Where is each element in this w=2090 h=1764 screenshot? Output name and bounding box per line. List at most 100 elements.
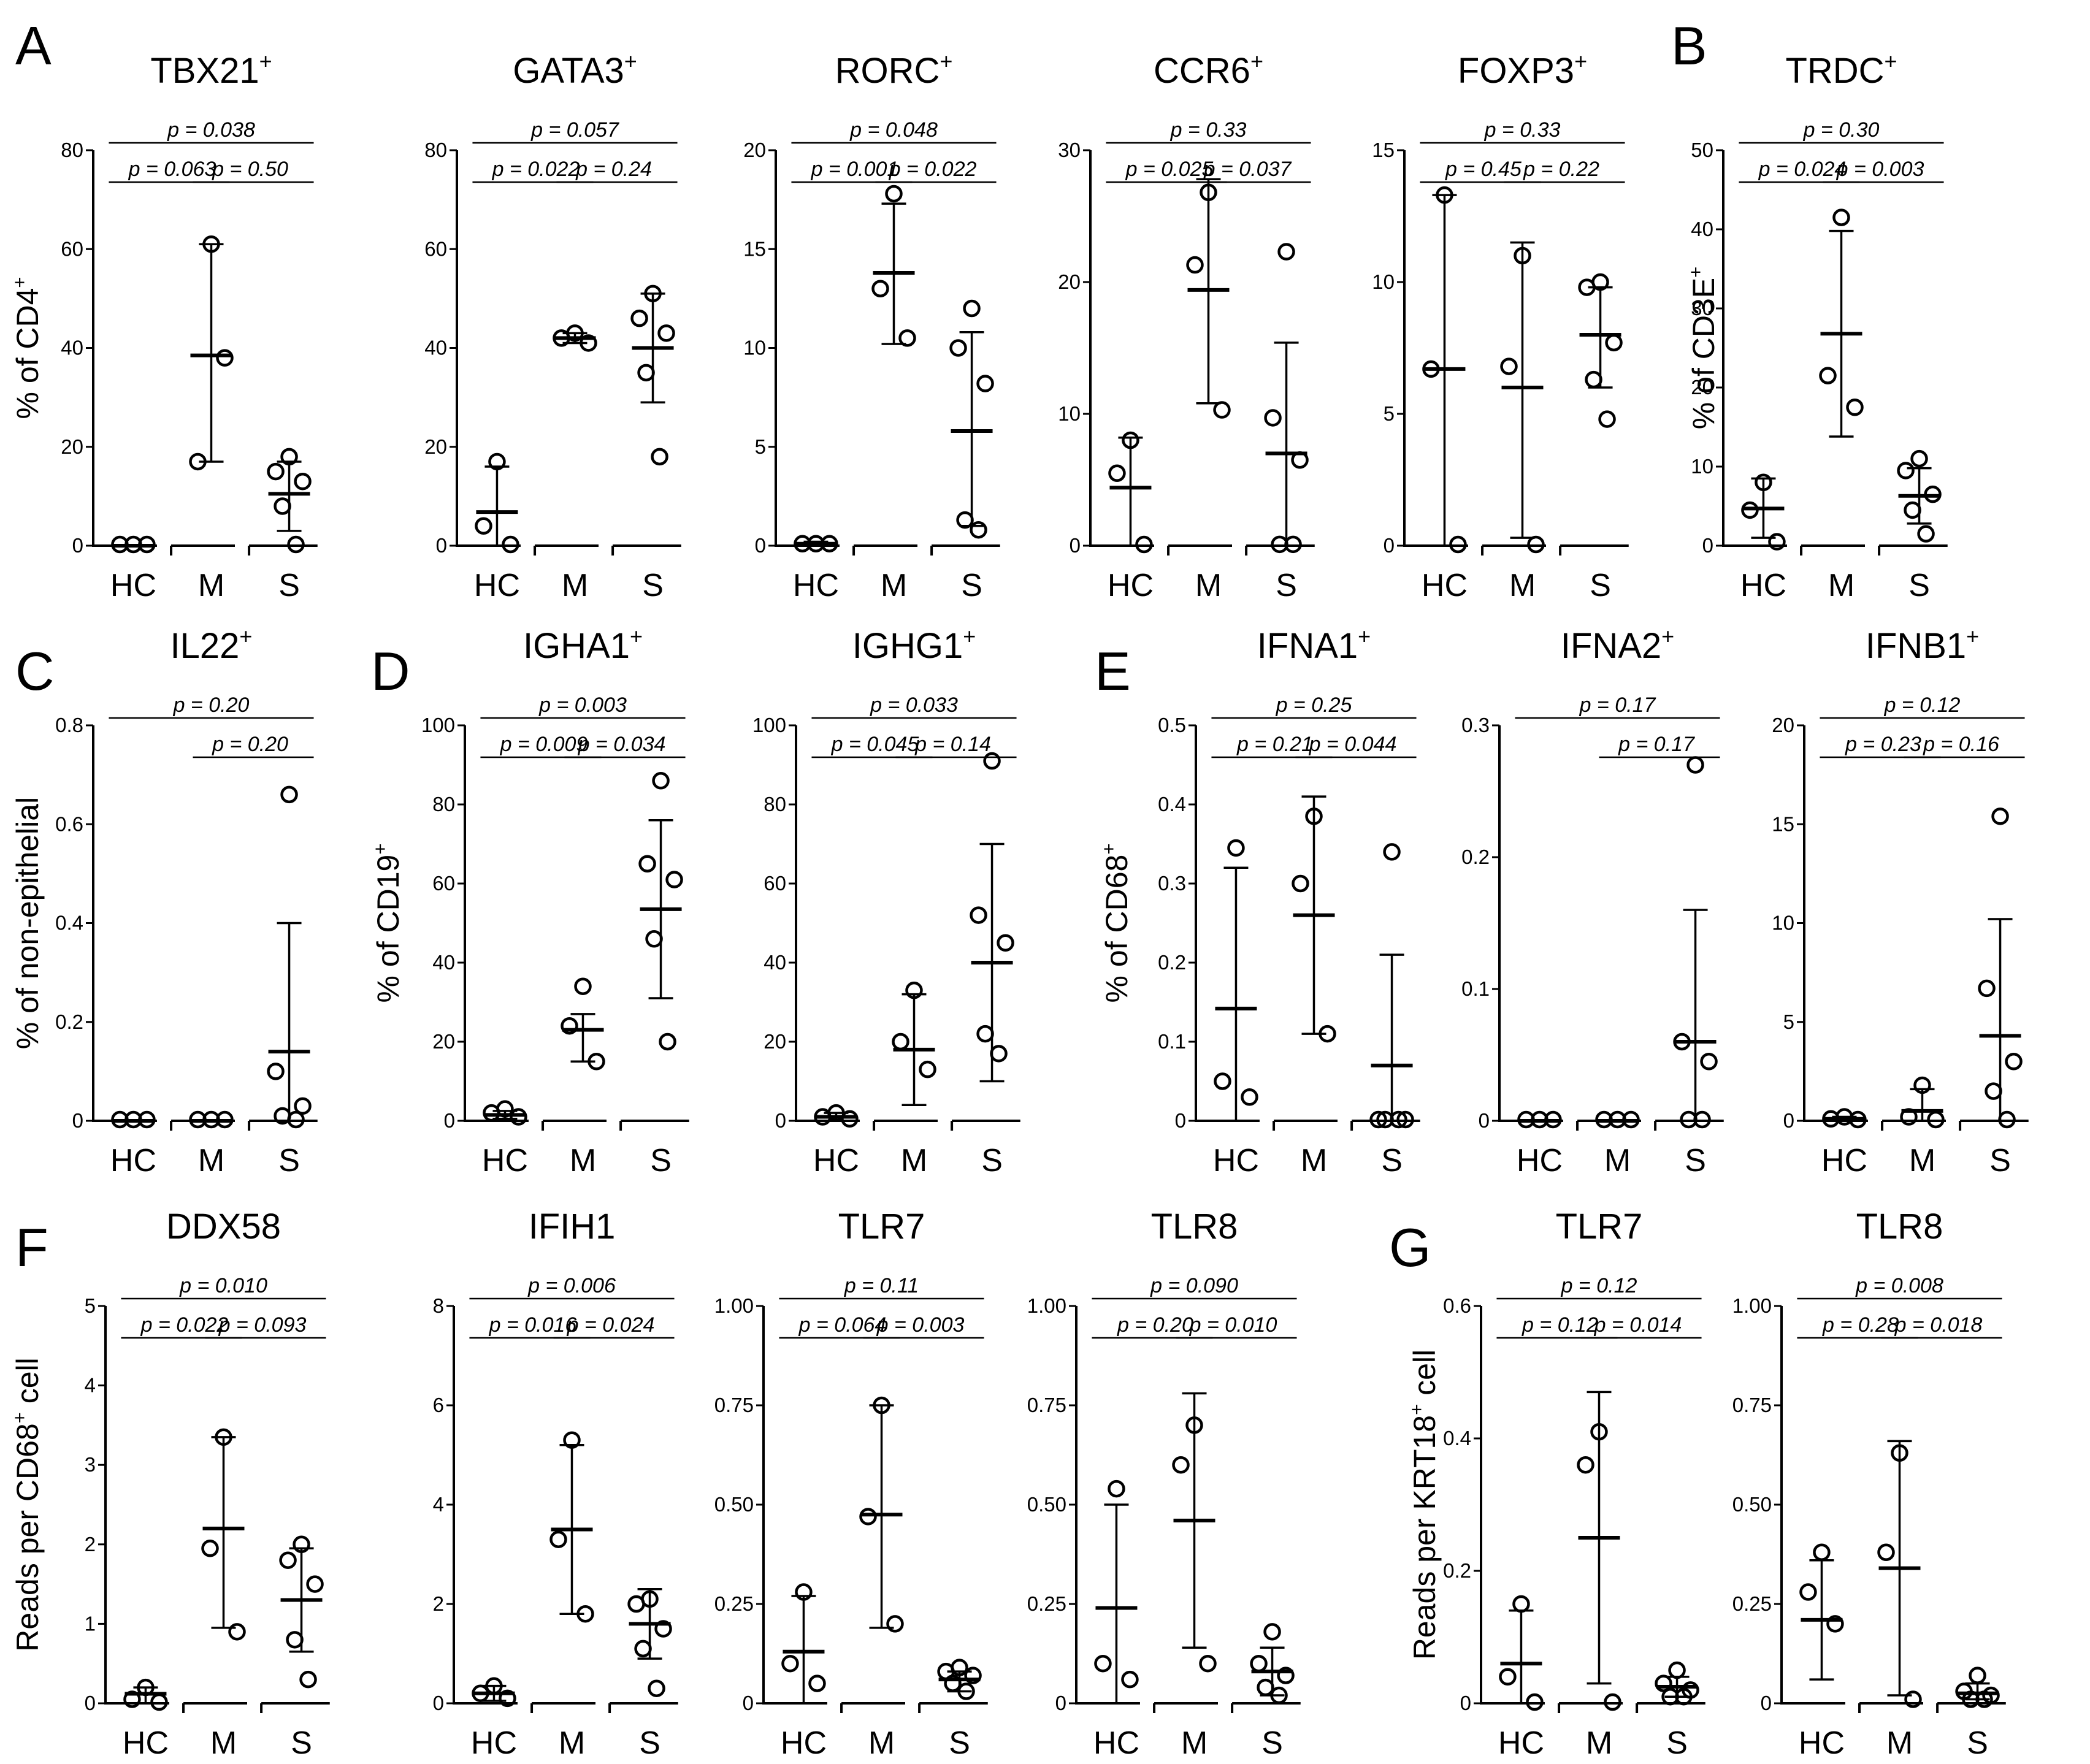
data-point bbox=[306, 1575, 324, 1593]
y-tick-label: 0 bbox=[1384, 534, 1395, 557]
y-tick-label: 40 bbox=[764, 951, 786, 974]
data-point bbox=[970, 521, 987, 539]
y-tick-label: 10 bbox=[1372, 270, 1395, 293]
y-tick-label: 0.75 bbox=[714, 1394, 754, 1416]
data-point bbox=[1590, 1422, 1608, 1441]
y-axis-label: % of CD19+ bbox=[369, 844, 405, 1003]
y-tick-label: 20 bbox=[764, 1030, 786, 1053]
data-point bbox=[1819, 367, 1837, 384]
data-point bbox=[1813, 1543, 1831, 1562]
x-category-label: S bbox=[981, 1143, 1003, 1178]
data-point bbox=[475, 517, 492, 535]
data-point bbox=[1122, 431, 1139, 449]
p-value-label: p = 0.024 bbox=[567, 1313, 655, 1337]
p-value-label: p = 0.25 bbox=[1276, 693, 1352, 717]
data-point bbox=[287, 535, 305, 554]
data-point bbox=[905, 981, 923, 999]
data-point bbox=[654, 1620, 672, 1638]
data-point bbox=[1199, 1654, 1217, 1673]
x-category-label: M bbox=[1886, 1725, 1913, 1761]
data-point bbox=[561, 1017, 578, 1035]
p-value-label: p = 0.024 bbox=[1758, 158, 1847, 181]
data-point bbox=[280, 785, 298, 804]
y-tick-label: 6 bbox=[433, 1394, 444, 1416]
data-point bbox=[499, 1689, 516, 1708]
p-value-label: p = 0.022 bbox=[492, 158, 580, 181]
p-value-label: p = 0.025 bbox=[1125, 158, 1214, 181]
y-tick-label: 20 bbox=[743, 139, 766, 161]
y-tick-label: 0.2 bbox=[1443, 1559, 1471, 1582]
data-point bbox=[821, 535, 838, 553]
data-point bbox=[1270, 1686, 1288, 1705]
data-point bbox=[970, 906, 987, 924]
y-tick-label: 0 bbox=[755, 534, 766, 557]
data-point bbox=[1241, 1088, 1258, 1106]
p-value-label: p = 0.057 bbox=[530, 118, 619, 142]
p-value-label: p = 0.24 bbox=[575, 158, 652, 181]
data-point bbox=[267, 1063, 285, 1080]
p-value-label: p = 0.12 bbox=[1561, 1274, 1637, 1297]
data-point bbox=[871, 280, 889, 297]
data-point bbox=[1877, 1543, 1895, 1562]
y-tick-label: 0.25 bbox=[1732, 1592, 1772, 1615]
data-point bbox=[1755, 473, 1772, 492]
data-point bbox=[1822, 1110, 1840, 1128]
chart-12-ddx58: DDX58 0 1 2 3 4 5 HC M S Reads per CD68+ cell p = 0… bbox=[9, 1207, 330, 1761]
panel-letter-d: D bbox=[371, 641, 410, 701]
data-point bbox=[1741, 501, 1759, 519]
chart-10-ifna2: IFNA2+ 0 0.1 0.2 0.3 HC M Sp = 0.17 p = 0.17 bbox=[1461, 624, 1724, 1178]
chart-0-tbx21: TBX21+ 0 20 40 60 80 HC M S % of CD4+ p = 0.038 p =… bbox=[9, 48, 318, 603]
y-tick-label: 20 bbox=[1058, 270, 1081, 293]
data-point bbox=[1517, 1110, 1535, 1129]
y-tick-label: 0 bbox=[1175, 1109, 1186, 1132]
y-tick-label: 80 bbox=[432, 793, 455, 815]
p-value-label: p = 0.045 bbox=[831, 733, 919, 756]
y-tick-label: 20 bbox=[432, 1030, 455, 1053]
data-point bbox=[795, 1583, 813, 1601]
data-point bbox=[280, 448, 298, 466]
chart-title: IFNA2+ bbox=[1561, 624, 1674, 666]
data-point bbox=[488, 452, 506, 471]
data-point bbox=[808, 1674, 826, 1692]
data-point bbox=[267, 462, 285, 481]
data-point bbox=[630, 309, 648, 327]
data-point bbox=[1693, 1110, 1711, 1129]
y-tick-label: 0 bbox=[72, 1109, 83, 1132]
data-point bbox=[1978, 979, 1996, 998]
p-value-label: p = 0.090 bbox=[1150, 1274, 1238, 1297]
data-point bbox=[1891, 1444, 1908, 1462]
data-point bbox=[794, 535, 811, 553]
data-point bbox=[1094, 1654, 1112, 1673]
data-point bbox=[1604, 1693, 1621, 1711]
y-tick-label: 1.00 bbox=[1027, 1294, 1066, 1317]
y-tick-label: 0.25 bbox=[714, 1592, 754, 1615]
y-tick-label: 0 bbox=[1479, 1109, 1490, 1132]
data-point bbox=[216, 349, 234, 367]
p-value-label: p = 0.003 bbox=[538, 693, 627, 717]
data-point bbox=[1846, 399, 1864, 416]
data-point bbox=[1927, 1110, 1945, 1129]
y-tick-label: 15 bbox=[1772, 812, 1794, 835]
data-point bbox=[1284, 535, 1302, 554]
data-point bbox=[1214, 1072, 1231, 1090]
data-point bbox=[279, 1551, 297, 1569]
data-point bbox=[294, 1097, 312, 1115]
x-category-label: S bbox=[642, 568, 664, 603]
data-point bbox=[1998, 1110, 2016, 1129]
data-point bbox=[648, 1679, 665, 1697]
p-value-label: p = 0.12 bbox=[1884, 693, 1961, 717]
p-value-label: p = 0.003 bbox=[876, 1313, 965, 1337]
y-axis-label: % of non-epithelial bbox=[10, 797, 45, 1049]
chart-title: CCR6+ bbox=[1154, 48, 1263, 91]
data-point bbox=[1924, 485, 1942, 503]
data-point bbox=[944, 1674, 962, 1692]
x-category-label: HC bbox=[1740, 568, 1786, 603]
data-point bbox=[1500, 357, 1518, 375]
x-category-label: HC bbox=[482, 1143, 528, 1178]
y-tick-label: 0.1 bbox=[1158, 1030, 1186, 1053]
chart-title: TLR7 bbox=[838, 1207, 925, 1247]
chart-9-ifna1: IFNA1+ 0 0.1 0.2 0.3 0.4 0.5 HC M S % of CD68+ p = … bbox=[1098, 624, 1420, 1178]
data-point bbox=[1305, 808, 1323, 825]
x-category-label: S bbox=[1276, 568, 1297, 603]
y-tick-label: 0 bbox=[436, 534, 447, 557]
